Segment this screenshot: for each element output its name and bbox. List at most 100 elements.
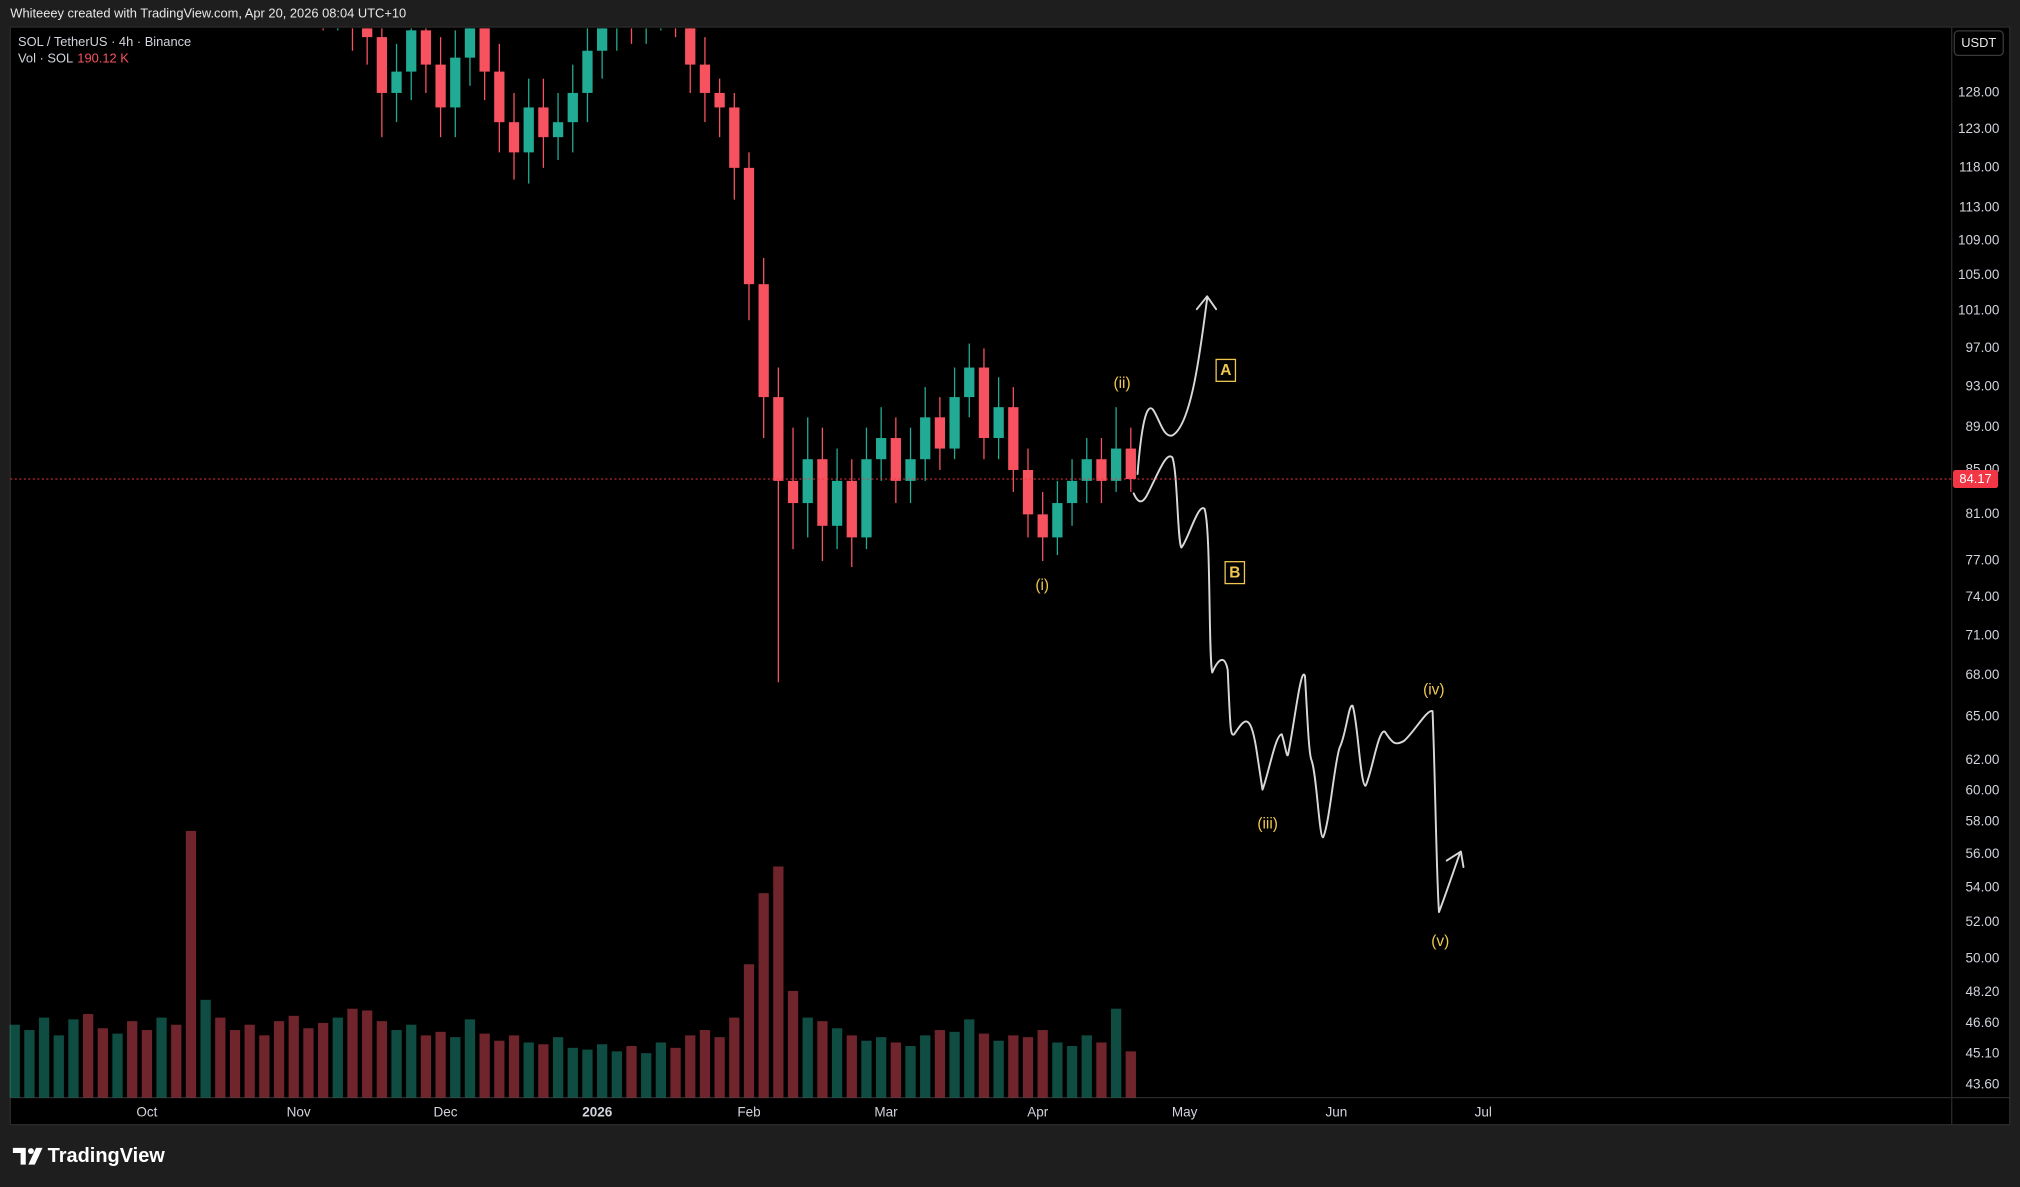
volume-bar — [817, 1021, 828, 1098]
wave-label: (ii) — [1114, 375, 1131, 392]
candle-body — [802, 459, 813, 504]
candle-body — [1110, 448, 1122, 481]
candle-body — [1008, 407, 1019, 470]
y-tick-label: 56.00 — [1966, 846, 2000, 861]
volume-bar — [582, 1049, 593, 1098]
x-tick-label: Apr — [1027, 1105, 1049, 1120]
projection — [1132, 295, 1465, 914]
volume-bar — [479, 1033, 490, 1098]
currency-button[interactable] — [1953, 30, 2004, 57]
candle-body — [920, 417, 931, 460]
volume-bar — [802, 1017, 813, 1098]
y-tick-label: 43.60 — [1966, 1076, 2000, 1091]
y-tick-label: 74.00 — [1966, 589, 2000, 604]
y-tick-label: 105.00 — [1958, 267, 1999, 282]
candle-body — [846, 480, 857, 538]
wave-label: (iii) — [1257, 816, 1278, 833]
volume-bar — [949, 1031, 960, 1098]
annotation-box — [1224, 561, 1246, 585]
y-tick-label: 65.00 — [1966, 709, 2000, 724]
candle-body — [787, 480, 799, 504]
candle-body — [758, 284, 769, 398]
candle-body — [949, 397, 960, 449]
volume-pane — [9, 830, 1136, 1098]
candle-body — [420, 30, 432, 65]
volume-bar — [1110, 1008, 1122, 1098]
candle-body — [993, 407, 1004, 439]
candle-body — [876, 438, 887, 460]
candle-body — [450, 57, 461, 108]
volume-bar — [1037, 1030, 1048, 1098]
candle-body — [552, 122, 564, 138]
price-pane — [322, 28, 1136, 683]
y-tick-label: 128.00 — [1958, 85, 1999, 100]
volume-bar — [435, 1031, 446, 1098]
volume-bar — [861, 1040, 872, 1098]
volume-bar — [567, 1047, 578, 1098]
annotation-box — [1215, 358, 1237, 382]
volume-bar — [362, 1010, 373, 1098]
y-tick-label: 97.00 — [1966, 340, 2000, 355]
y-tick-label: 68.00 — [1966, 667, 2000, 682]
candle-body — [567, 92, 578, 123]
logo — [12, 1147, 43, 1165]
volume-bar — [964, 1019, 975, 1098]
x-tick-label: Feb — [737, 1105, 760, 1120]
volume-bar — [420, 1035, 432, 1098]
y-tick-label: 123.00 — [1958, 121, 1999, 136]
projection-b — [1132, 455, 1461, 914]
y-tick-label: 77.00 — [1966, 553, 2000, 568]
last-price-box — [1953, 469, 1999, 489]
y-tick-label: 118.00 — [1959, 159, 1999, 174]
volume-bar — [1008, 1035, 1019, 1098]
chart-panel — [9, 26, 2011, 1126]
volume-bar — [846, 1035, 857, 1098]
x-tick-label: Jun — [1326, 1105, 1348, 1120]
volume-bar — [215, 1017, 226, 1098]
volume-bar — [670, 1047, 681, 1098]
volume-bar — [552, 1037, 564, 1098]
candle-body — [464, 28, 476, 58]
volume-bar — [934, 1030, 946, 1098]
last-price-label: 84.17 — [1959, 471, 1991, 486]
currency-label[interactable]: USDT — [1961, 35, 1996, 50]
volume-bar — [171, 1024, 182, 1098]
candle-body — [362, 28, 373, 38]
y-tick-label: 52.00 — [1966, 914, 2000, 929]
volume-bar — [611, 1051, 622, 1098]
candle-body — [494, 71, 505, 123]
logo-icon — [27, 1148, 34, 1155]
wave-label: A — [1220, 362, 1231, 379]
candle-body — [934, 417, 946, 449]
volume-bar — [876, 1037, 887, 1098]
volume-bar — [317, 1022, 329, 1098]
volume-bar — [1066, 1046, 1078, 1098]
volume-bar — [596, 1044, 608, 1098]
volume-bar — [288, 1015, 299, 1098]
y-tick-label: 71.00 — [1966, 627, 2000, 642]
volume-bar — [1125, 1051, 1136, 1098]
volume-bar — [655, 1042, 667, 1098]
candle-body — [391, 71, 402, 93]
volume-bar — [127, 1021, 138, 1098]
y-tick-label: 58.00 — [1966, 814, 2000, 829]
volume-bar — [376, 1021, 387, 1098]
candle-body — [479, 28, 490, 72]
volume-bar — [450, 1037, 461, 1098]
candle-body — [699, 64, 711, 93]
volume-bar — [787, 990, 799, 1098]
candle-body — [831, 480, 843, 526]
volume-bar — [464, 1019, 476, 1098]
wave-label: (iv) — [1423, 682, 1444, 699]
volume-bar — [1052, 1042, 1063, 1098]
y-tick-label: 60.00 — [1966, 782, 2000, 797]
y-tick-label: 81.00 — [1966, 506, 2000, 521]
candle-body — [1081, 459, 1092, 481]
candle-body — [1125, 448, 1136, 480]
volume-bar — [993, 1040, 1004, 1098]
candle-body — [714, 92, 725, 108]
candle-body — [406, 30, 417, 72]
logo-text: TradingView — [48, 1145, 166, 1167]
